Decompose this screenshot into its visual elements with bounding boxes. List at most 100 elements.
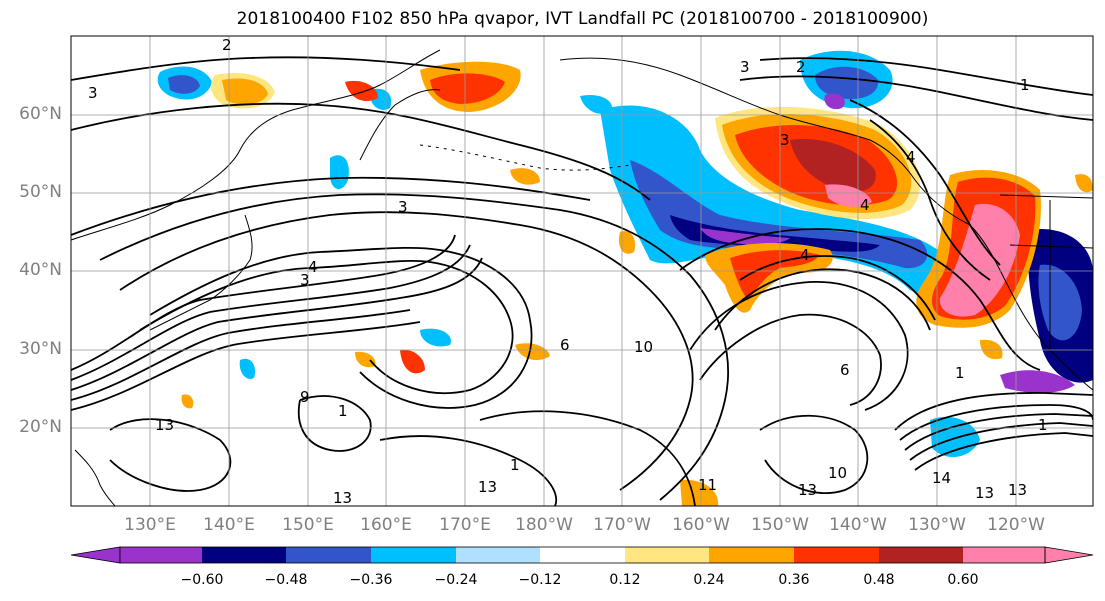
coastlines	[71, 49, 1093, 506]
colorbar-segment	[625, 547, 709, 563]
positive-anomaly-patch	[730, 250, 820, 300]
contour-line	[297, 395, 372, 452]
shaded-anomaly-field	[157, 50, 1093, 506]
ivt-contour-lines	[71, 56, 1093, 506]
negative-anomaly-patch	[330, 155, 349, 190]
contour-label: 3	[300, 271, 310, 289]
colorbar-tick-label: 0.60	[947, 572, 979, 588]
positive-anomaly-patch	[430, 73, 505, 104]
contour-line	[71, 234, 456, 371]
negative-anomaly-patch	[1038, 264, 1082, 341]
colorbar-tick-label: −0.48	[264, 572, 308, 588]
contour-label: 1	[1038, 416, 1048, 434]
contour-line	[71, 56, 461, 81]
longitude-label: 130°W	[908, 515, 966, 535]
colorbar-tick-label: −0.24	[434, 572, 478, 588]
state-border	[1009, 244, 1093, 249]
contour-label: 2	[796, 58, 806, 76]
colorbar-frame	[119, 546, 1046, 564]
longitude-label: 150°E	[282, 515, 334, 535]
longitude-label: 170°W	[593, 515, 651, 535]
contour-line	[71, 321, 421, 411]
caribbean-coast	[74, 449, 116, 506]
positive-anomaly-patch	[939, 203, 1020, 317]
colorbar-extend-max	[1044, 546, 1094, 564]
negative-anomaly-patch	[700, 228, 790, 245]
positive-anomaly-patch	[980, 339, 1003, 360]
longitude-label: 180°W	[515, 515, 573, 535]
colorbar-tick-label: −0.60	[180, 572, 224, 588]
positive-anomaly-patch	[618, 231, 636, 254]
colorbar-segment	[794, 547, 879, 563]
colorbar-segment	[202, 547, 286, 563]
contour-label: 11	[698, 476, 717, 494]
longitude-label: 170°E	[439, 515, 491, 535]
contour-label: 3	[88, 84, 98, 102]
aleutian-chain	[419, 144, 631, 171]
positive-anomaly-patch	[1075, 174, 1093, 193]
negative-anomaly-patch	[239, 358, 256, 379]
positive-anomaly-patch	[515, 343, 550, 361]
longitude-label: 130°E	[124, 515, 176, 535]
contour-label: 10	[634, 338, 653, 356]
contour-line	[714, 268, 931, 331]
contour-label: 14	[932, 469, 951, 487]
colorbar	[70, 546, 1094, 564]
alaska-coastline	[559, 57, 916, 181]
negative-anomaly-patch	[168, 75, 200, 94]
longitude-label: 140°E	[203, 515, 255, 535]
positive-anomaly-patch	[345, 80, 378, 102]
colorbar-segment	[709, 547, 794, 563]
longitude-label: 150°W	[751, 515, 809, 535]
contour-line	[849, 99, 1001, 266]
contour-labels: 2 3 3 2 1 3 4 3 4 3 4 6 10 13 9 1 13 11 …	[88, 36, 1048, 507]
contour-label: 13	[975, 484, 994, 502]
colorbar-segment	[120, 547, 202, 563]
contour-line	[869, 119, 991, 281]
negative-anomaly-patch	[824, 93, 845, 110]
contour-label: 6	[560, 336, 570, 354]
colorbar-segment	[371, 547, 456, 563]
contour-line	[739, 75, 1093, 121]
contour-label: 13	[1008, 481, 1027, 499]
colorbar-segment	[540, 547, 625, 563]
latitude-label: 30°N	[19, 339, 62, 359]
contour-label: 13	[478, 478, 497, 496]
colorbar-tick-label: 0.36	[778, 572, 810, 588]
contour-label: 9	[300, 388, 310, 406]
colorbar-segment	[963, 547, 1045, 563]
colorbar-segment	[456, 547, 540, 563]
contour-label: 4	[308, 258, 318, 276]
contour-line	[479, 410, 696, 506]
contour-label: 10	[828, 464, 847, 482]
contour-line	[904, 413, 1093, 451]
latitude-label: 20°N	[19, 417, 62, 437]
contour-line	[71, 176, 591, 236]
positive-anomaly-patch	[790, 139, 876, 192]
contour-line	[109, 418, 232, 492]
state-border	[999, 194, 1093, 199]
longitude-label: 160°W	[672, 515, 730, 535]
contour-line	[739, 255, 936, 321]
positive-anomaly-patch	[510, 168, 540, 185]
contour-line	[914, 432, 1093, 471]
longitude-label: 160°E	[360, 515, 412, 535]
colorbar-tick-label: 0.48	[863, 572, 895, 588]
latitude-label: 50°N	[19, 182, 62, 202]
latitude-label: 60°N	[19, 104, 62, 124]
north-america-coastline	[914, 179, 1093, 391]
contour-label: 3	[780, 131, 790, 149]
contour-label: 3	[740, 58, 750, 76]
contour-line	[71, 102, 651, 201]
map-title: 2018100400 F102 850 hPa qvapor, IVT Land…	[236, 9, 929, 29]
contour-label: 13	[333, 489, 352, 507]
asia-coastline	[71, 49, 441, 241]
colorbar-tick-label: −0.12	[518, 572, 562, 588]
contour-label: 13	[155, 416, 174, 434]
longitude-label: 140°W	[829, 515, 887, 535]
contour-line	[759, 57, 1093, 96]
contour-label: 4	[860, 196, 870, 214]
positive-anomaly-patch	[825, 184, 872, 207]
contour-line	[149, 246, 533, 409]
